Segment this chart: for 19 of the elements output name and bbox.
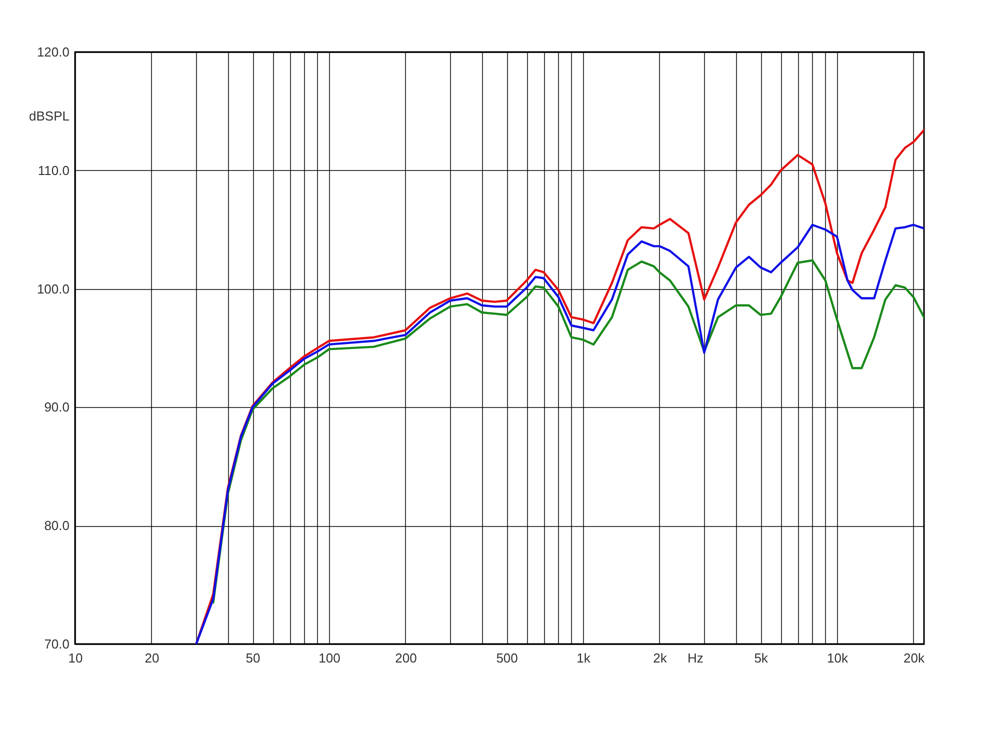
y-tick-label: 100.0: [36, 281, 70, 296]
x-tick-label: 2k: [653, 650, 668, 666]
x-tick-label: 20: [144, 650, 160, 666]
x-tick-label: 50: [246, 650, 260, 666]
y-tick-label: 70.0: [44, 636, 70, 652]
x-tick-label: 20k: [904, 650, 925, 666]
x-tick-label: 10k: [827, 650, 848, 666]
x-tick-label: 5k: [754, 650, 768, 666]
x-axis-title: Hz: [688, 650, 704, 666]
y-tick-label: 90.0: [44, 400, 70, 415]
x-tick-label: 500: [496, 650, 518, 666]
y-tick-label: 110.0: [38, 162, 70, 178]
x-tick-label: 200: [395, 650, 417, 666]
x-tick-label: 1k: [576, 650, 591, 666]
y-axis-title: dBSPL: [29, 108, 70, 124]
x-tick-label: 100: [318, 650, 340, 666]
y-tick-label: 80.0: [44, 518, 70, 534]
x-tick-label: 10: [68, 650, 83, 666]
y-tick-label: 120.0: [36, 44, 70, 60]
